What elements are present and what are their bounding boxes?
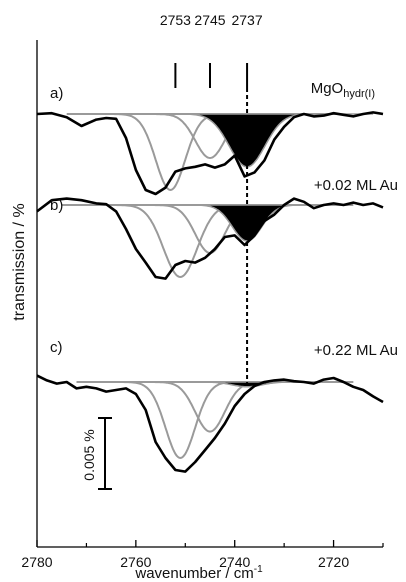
spectrum-line-b — [36, 197, 384, 280]
component-peak-c-1 — [76, 381, 285, 460]
panel-annotation-a: MgOhydr(I) — [311, 80, 375, 100]
panel-label-b: b) — [50, 197, 63, 214]
component-peak-b-2 — [106, 204, 314, 255]
x-tick-label-2780: 2780 — [21, 554, 52, 570]
peak-marker-label-2: 2745 — [194, 12, 225, 28]
scale-bar-label: 0.005 % — [81, 429, 97, 480]
panel-annotation-b: +0.02 ML Au — [314, 177, 398, 194]
x-tick-label-2740: 2740 — [219, 554, 250, 570]
chart-text: transmission / % wavenumber / cm-1 0.005… — [11, 12, 398, 582]
peak-marker-label-1: 2753 — [160, 12, 191, 28]
x-tick-label-2760: 2760 — [120, 554, 151, 570]
x-tick-label-2720: 2720 — [318, 554, 349, 570]
y-axis-label: transmission / % — [11, 203, 28, 320]
peak-marker-label-3: 2737 — [231, 12, 262, 28]
panel-label-c: c) — [50, 339, 63, 356]
x-axis-label: wavenumber / cm-1 — [134, 564, 263, 582]
component-peak-c-2 — [106, 381, 314, 433]
chart-marks — [36, 63, 384, 490]
chart-axes — [36, 40, 384, 548]
panel-annotation-c: +0.22 ML Au — [314, 342, 398, 359]
panel-label-a: a) — [50, 85, 63, 102]
spectrum-line-c — [36, 374, 384, 473]
spectrum-line-a — [36, 111, 384, 196]
